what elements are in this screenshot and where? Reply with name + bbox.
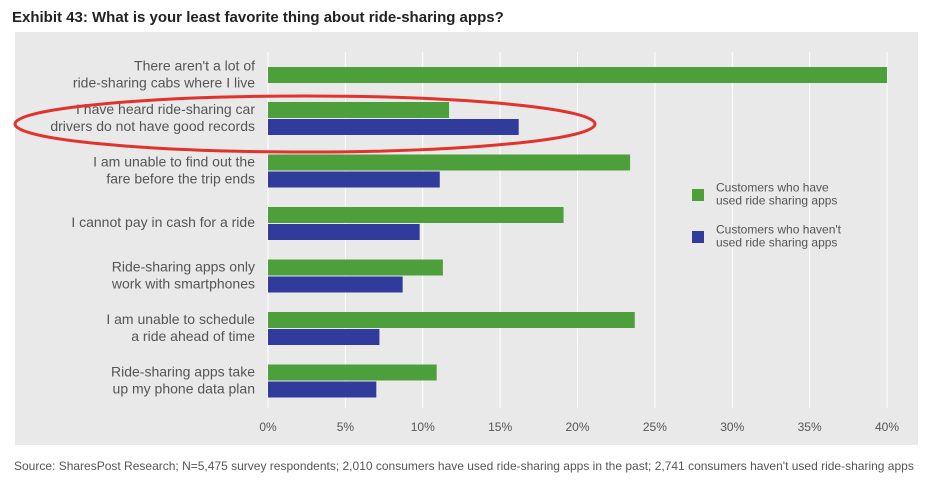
category-label: Ride-sharing apps take up my phone data p… (111, 363, 255, 396)
bar (268, 329, 380, 345)
category-label: I cannot pay in cash for a ride (71, 214, 255, 230)
legend-swatch (692, 231, 704, 243)
x-tick-label: 20% (565, 420, 589, 434)
bar (268, 364, 437, 381)
legend-swatch (692, 189, 704, 201)
x-tick-label: 10% (411, 420, 435, 434)
bar (268, 119, 519, 135)
x-tick-label: 0% (259, 420, 277, 434)
chart-title: Exhibit 43: What is your least favorite … (12, 9, 504, 26)
legend-label: Customers who haven't used ride sharing a… (716, 223, 842, 250)
category-label: I am unable to find out the fare before t… (93, 153, 255, 186)
x-tick-label: 40% (875, 420, 899, 434)
bar (268, 207, 564, 223)
bar (268, 171, 440, 188)
category-label: I am unable to schedule a ride ahead of t… (106, 311, 255, 344)
marks: There aren't a lot of ride-sharing cabs w… (50, 57, 887, 398)
bar (268, 154, 631, 171)
x-tick-label: 15% (488, 420, 512, 434)
x-tick-label: 30% (720, 420, 744, 434)
x-tick-label: 25% (643, 420, 667, 434)
highlight-ellipse (13, 94, 597, 154)
category-label: Ride-sharing apps only work with smartpho… (111, 258, 255, 291)
category-label: I have heard ride-sharing car drivers do … (50, 101, 255, 134)
chart: Exhibit 43: What is your least favorite … (12, 9, 918, 445)
bar (268, 67, 887, 83)
legend-label: Customers who have used ride sharing apps (716, 181, 837, 208)
bar (268, 224, 420, 240)
bar (268, 259, 443, 276)
bar (268, 381, 377, 398)
x-tick-label: 5% (337, 420, 355, 434)
source-note: Source: SharesPost Research; N=5,475 sur… (14, 459, 914, 473)
bar (268, 276, 403, 293)
x-tick-label: 35% (798, 420, 822, 434)
bar (268, 102, 450, 118)
grid: 0% 5% 10% 15% 20% 25% 30% 35% 40% (259, 52, 899, 434)
bar (268, 312, 635, 328)
category-label: There aren't a lot of ride-sharing cabs w… (73, 57, 255, 90)
